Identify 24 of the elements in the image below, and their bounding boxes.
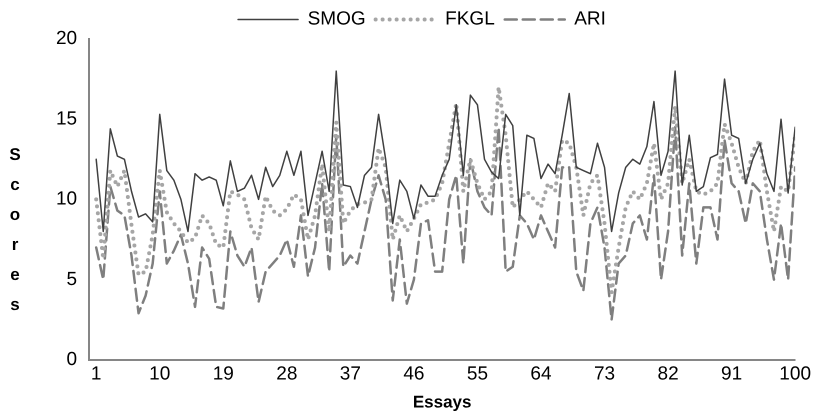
x-tick-label: 28 [276, 363, 298, 384]
line-series [94, 126, 796, 321]
x-tick-label: 100 [779, 363, 811, 384]
line-series [94, 85, 796, 294]
y-tick-label: 15 [56, 108, 78, 130]
x-tick-label: 37 [340, 363, 361, 384]
y-tick-label: 5 [66, 268, 78, 290]
x-tick-label: 82 [657, 363, 679, 384]
x-axis-title: Essays [412, 392, 472, 412]
legend-label: ARI [574, 8, 606, 30]
x-tick-label: 91 [721, 363, 742, 384]
x-tick-label: 1 [90, 363, 102, 384]
x-tick-label: 19 [212, 363, 234, 384]
x-tick-label: 55 [466, 363, 488, 384]
y-tick-label: 10 [56, 188, 78, 210]
y-tick-label: 20 [56, 28, 78, 50]
legend-label: FKGL [445, 8, 495, 30]
y-axis-title: Scores [8, 144, 22, 316]
legend-label: SMOG [308, 8, 366, 30]
x-tick-label: 10 [149, 363, 170, 384]
x-tick-label: 46 [403, 363, 424, 384]
x-tick-label: 64 [530, 363, 552, 384]
y-tick-label: 0 [66, 349, 78, 370]
x-tick-label: 73 [594, 363, 616, 384]
